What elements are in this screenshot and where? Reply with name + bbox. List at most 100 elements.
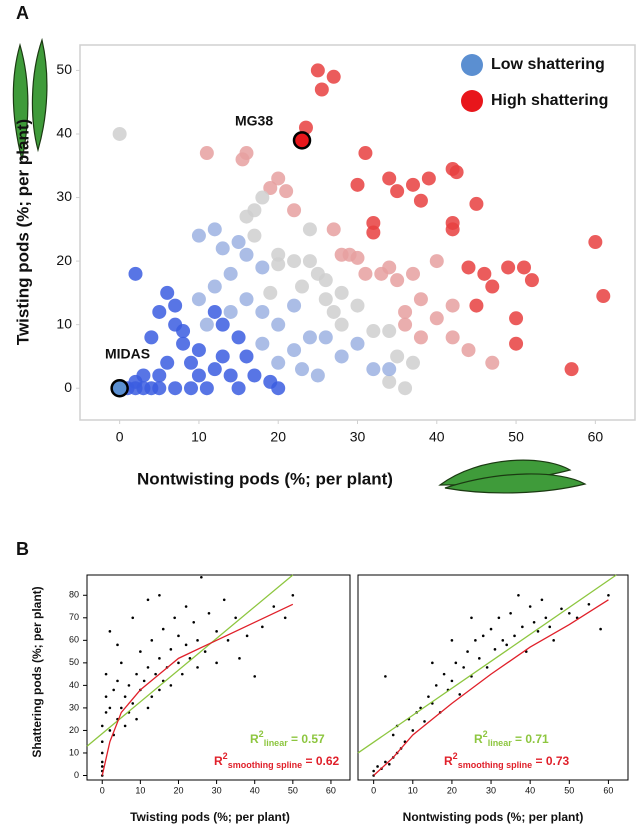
- point: [485, 666, 489, 669]
- point: [334, 285, 349, 300]
- point: [376, 765, 379, 768]
- x-tick-label: 0: [371, 785, 376, 795]
- point: [421, 171, 436, 186]
- point: [406, 355, 420, 370]
- y-tick-label: 50: [56, 61, 72, 77]
- point: [123, 724, 127, 728]
- x-axis-label: Twisting pods (%; per plant): [130, 810, 290, 824]
- point: [560, 607, 563, 611]
- point: [461, 260, 476, 275]
- point: [485, 279, 500, 294]
- point: [238, 657, 241, 660]
- point: [152, 304, 167, 319]
- point: [215, 241, 230, 256]
- point: [374, 266, 389, 281]
- point: [366, 362, 381, 377]
- point: [413, 330, 428, 345]
- point: [528, 605, 532, 608]
- point: [173, 616, 176, 620]
- point: [104, 711, 108, 714]
- legend-marker: [461, 90, 483, 112]
- point: [161, 627, 165, 631]
- legend-marker: [461, 54, 483, 76]
- point: [474, 639, 477, 642]
- point: [477, 266, 492, 281]
- point: [295, 362, 309, 377]
- x-tick-label: 50: [288, 785, 298, 795]
- point: [481, 634, 485, 638]
- point: [413, 193, 428, 208]
- point: [128, 266, 143, 281]
- fit-line: [373, 599, 609, 776]
- point: [231, 381, 246, 396]
- y-tick-label: 40: [69, 680, 79, 690]
- point: [350, 336, 365, 351]
- point: [398, 304, 413, 319]
- point: [158, 593, 161, 597]
- point: [279, 184, 294, 199]
- point: [131, 702, 135, 705]
- point: [489, 627, 493, 631]
- point: [384, 675, 387, 678]
- r2-sup: 2: [453, 751, 458, 761]
- y-tick-label: 70: [69, 612, 79, 622]
- point: [144, 330, 159, 345]
- point: [406, 177, 420, 192]
- point: [390, 273, 405, 288]
- y-tick-label: 50: [69, 657, 79, 667]
- point: [501, 260, 516, 275]
- point: [287, 203, 302, 218]
- point: [196, 666, 199, 669]
- y-axis-label: Shattering pods (%; per plant): [30, 586, 44, 757]
- point: [116, 679, 119, 683]
- point: [318, 292, 333, 307]
- point: [469, 298, 484, 313]
- x-axis-label: Nontwisting pods (%; per plant): [403, 810, 584, 824]
- point: [272, 605, 276, 608]
- r2-value: = 0.57: [288, 732, 325, 746]
- point: [548, 625, 552, 629]
- point: [283, 616, 287, 620]
- point: [154, 672, 157, 676]
- x-tick-label: 50: [564, 785, 574, 795]
- point: [462, 666, 465, 669]
- point: [239, 292, 254, 307]
- point: [350, 250, 365, 265]
- point: [552, 639, 555, 642]
- point: [388, 762, 391, 766]
- point: [191, 368, 206, 383]
- x-tick-label: 40: [250, 785, 260, 795]
- point: [517, 593, 520, 597]
- point: [160, 285, 175, 300]
- point: [485, 355, 500, 370]
- point: [127, 684, 131, 687]
- point: [310, 63, 325, 78]
- point: [445, 298, 460, 313]
- point: [261, 625, 264, 629]
- point: [413, 292, 428, 307]
- point: [450, 679, 454, 683]
- point: [135, 717, 138, 721]
- legend-label: Low shattering: [491, 56, 605, 73]
- point: [271, 381, 286, 396]
- r2-base: R: [250, 732, 259, 746]
- point: [196, 639, 199, 642]
- point: [587, 602, 591, 606]
- point: [215, 661, 218, 665]
- point: [287, 343, 302, 358]
- x-tick-label: 10: [408, 785, 418, 795]
- point: [429, 311, 444, 326]
- x-tick-label: 20: [270, 429, 286, 445]
- point: [255, 260, 270, 275]
- point: [239, 247, 254, 262]
- point: [287, 298, 302, 313]
- point: [255, 190, 270, 205]
- point: [128, 381, 143, 396]
- point: [226, 639, 230, 642]
- point: [177, 661, 180, 665]
- y-tick-label: 0: [74, 770, 79, 780]
- point: [568, 611, 571, 615]
- r2-base: R: [474, 732, 483, 746]
- point: [152, 368, 167, 383]
- plot-frame: [86, 574, 351, 781]
